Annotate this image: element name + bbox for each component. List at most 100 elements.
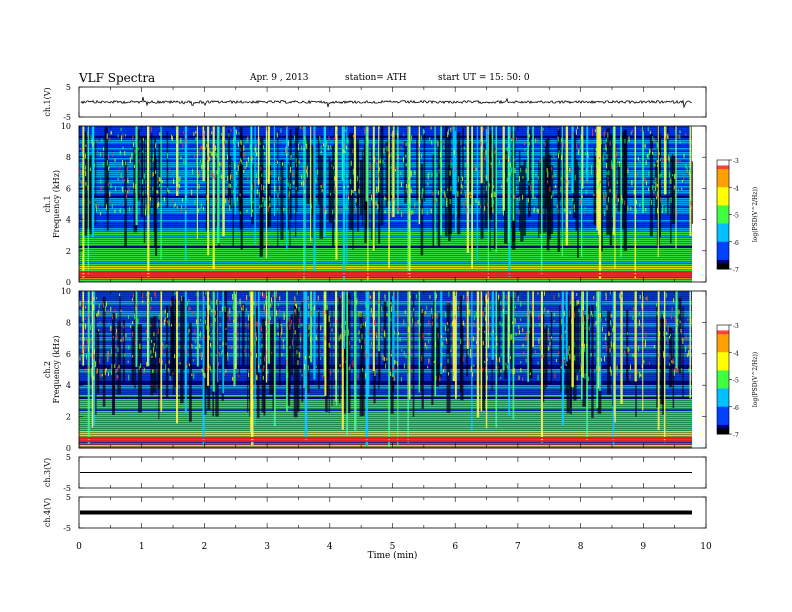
speckle <box>658 152 660 156</box>
speckle <box>621 294 623 298</box>
spectrogram-gap <box>157 328 161 389</box>
speckle <box>225 140 227 143</box>
spectrogram-gap <box>547 154 552 240</box>
speckle <box>159 357 161 364</box>
speckle <box>132 135 134 142</box>
speckle <box>660 197 662 203</box>
speckle <box>197 325 199 331</box>
sferic-burst <box>598 291 602 391</box>
speckle <box>236 172 238 175</box>
sferic-burst <box>502 126 505 211</box>
speckle <box>485 151 487 155</box>
speckle <box>91 138 93 144</box>
speckle <box>109 191 111 197</box>
speckle <box>635 209 637 215</box>
speckle <box>171 136 173 141</box>
speckle <box>516 197 518 200</box>
speckle <box>500 369 502 373</box>
freq-band <box>79 373 692 375</box>
spectrogram-gap <box>523 159 526 236</box>
speckle <box>361 345 363 350</box>
x-tick-label: 0 <box>76 542 82 552</box>
speckle <box>92 142 94 147</box>
speckle <box>603 193 605 200</box>
speckle <box>289 345 291 349</box>
speckle <box>657 191 659 197</box>
freq-band <box>79 278 692 280</box>
speckle <box>457 305 459 310</box>
speckle <box>460 338 462 345</box>
speckle <box>665 319 667 324</box>
speckle <box>106 160 108 166</box>
speckle <box>87 185 89 191</box>
spectrogram-gap <box>253 314 255 385</box>
x-tick-label: 9 <box>640 542 646 552</box>
speckle <box>122 176 124 183</box>
speckle <box>554 173 556 177</box>
speckle <box>583 211 585 215</box>
speckle <box>84 153 86 159</box>
speckle <box>621 194 623 201</box>
speckle <box>213 311 215 316</box>
spectrogram-gap <box>385 141 388 207</box>
sferic-burst <box>565 126 569 246</box>
speckle <box>336 199 338 203</box>
speckle <box>440 163 442 167</box>
speckle <box>339 295 341 299</box>
speckle <box>503 295 505 299</box>
speckle <box>588 313 590 320</box>
speckle <box>658 336 660 339</box>
speckle <box>85 144 87 147</box>
speckle <box>96 368 98 374</box>
colorbar-cell <box>717 223 729 226</box>
speckle <box>441 140 443 144</box>
speckle <box>555 185 557 189</box>
spectrogram-gap <box>432 154 435 248</box>
speckle <box>391 374 393 378</box>
freq-band <box>79 152 692 154</box>
spectrogram-gap <box>416 138 418 201</box>
spectrogram-gap <box>412 293 415 417</box>
speckle <box>143 370 145 375</box>
speckle <box>508 158 510 162</box>
speckle <box>143 368 145 372</box>
sferic-burst <box>233 291 236 387</box>
speckle <box>410 170 412 177</box>
freq-band <box>79 224 692 226</box>
speckle <box>353 135 355 140</box>
speckle <box>540 346 542 351</box>
speckle <box>122 186 124 193</box>
speckle <box>116 328 118 334</box>
speckle <box>591 169 593 175</box>
speckle <box>116 335 118 341</box>
speckle <box>537 208 539 214</box>
colorbar-cell <box>717 390 729 393</box>
speckle <box>544 307 546 312</box>
speckle <box>201 159 203 165</box>
speckle <box>573 341 575 348</box>
colorbar-cell <box>717 212 729 215</box>
colorbar-cell <box>717 404 729 408</box>
speckle <box>491 151 493 157</box>
speckle <box>445 338 447 341</box>
colorbar-cell <box>717 348 729 351</box>
colorbar-cell <box>717 207 729 210</box>
sferic-burst <box>634 291 637 382</box>
speckle <box>628 349 630 352</box>
speckle <box>671 174 673 177</box>
speckle <box>536 208 538 212</box>
freq-band <box>79 222 692 224</box>
speckle <box>433 360 435 363</box>
spectrogram-gap <box>215 300 219 417</box>
speckle <box>256 152 258 157</box>
speckle <box>288 318 290 323</box>
spectrogram-gap <box>288 326 291 393</box>
speckle <box>595 320 597 325</box>
spectrogram-gap <box>269 324 274 395</box>
speckle <box>276 160 278 164</box>
spectrogram-gap <box>371 147 373 241</box>
plot-title: VLF Spectra <box>79 71 156 85</box>
speckle <box>633 189 635 195</box>
sferic-burst <box>354 126 356 192</box>
speckle <box>110 306 112 312</box>
